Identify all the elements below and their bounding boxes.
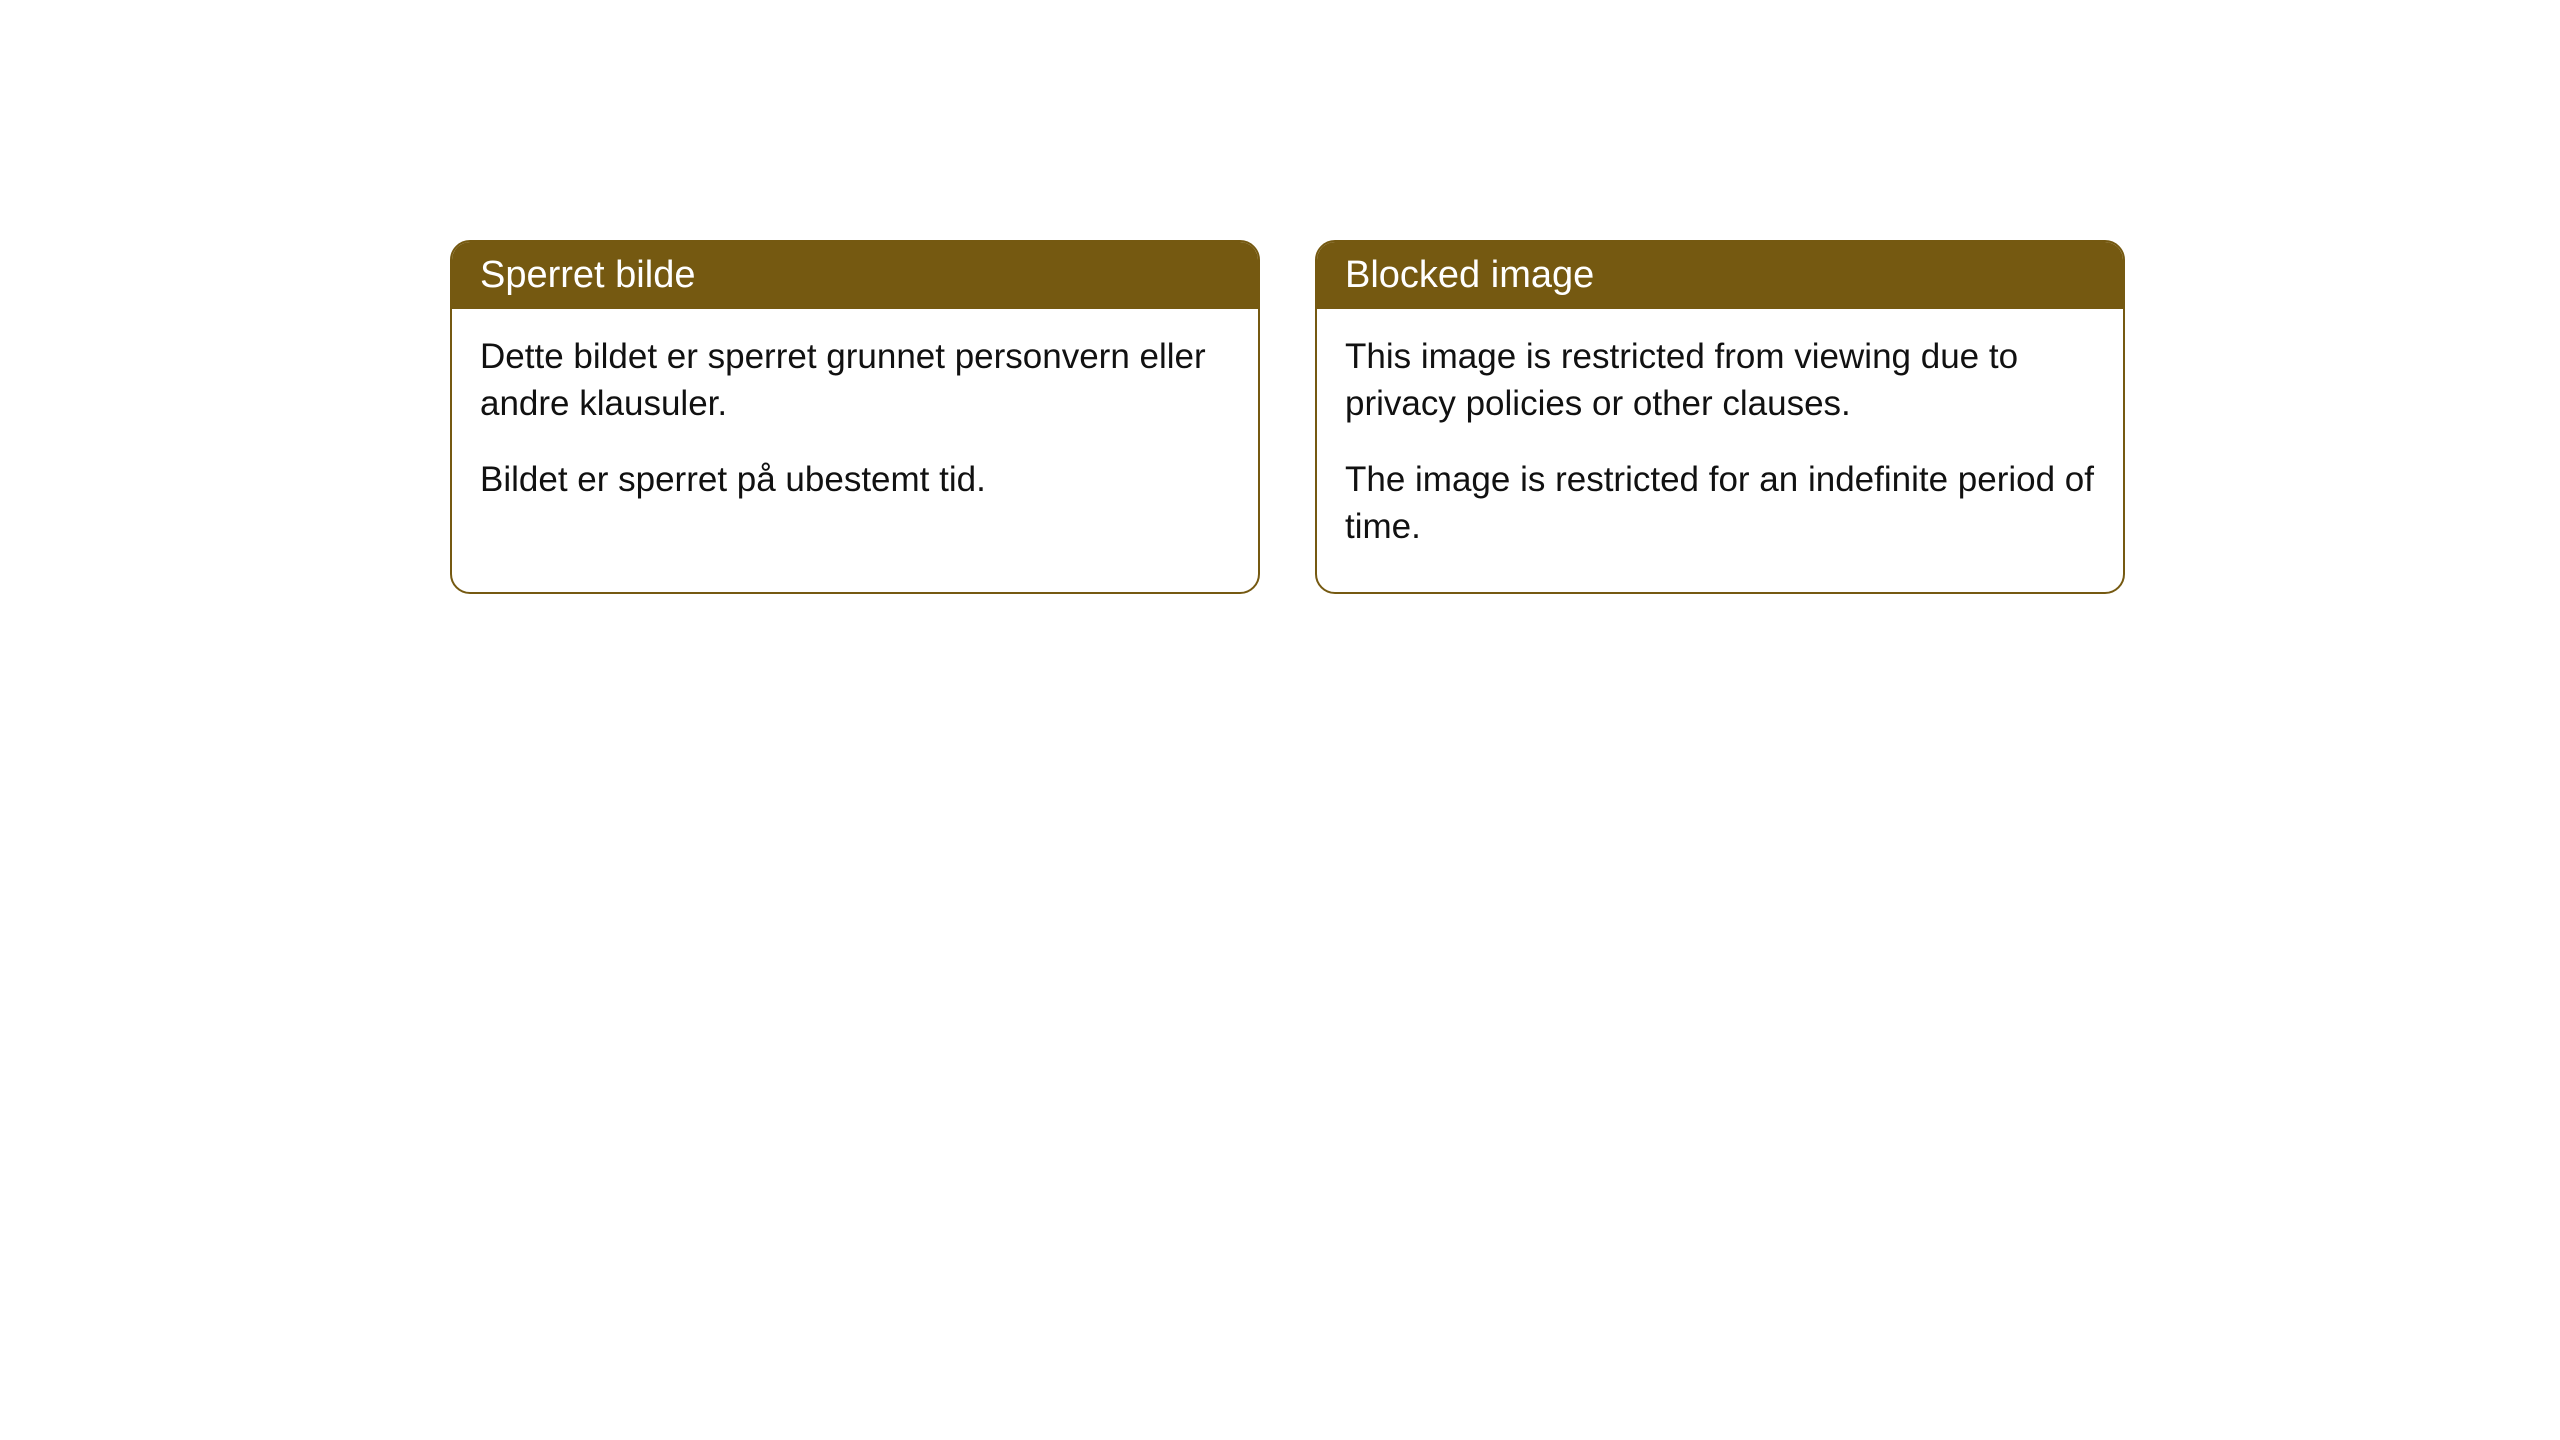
card-paragraph: Bildet er sperret på ubestemt tid.: [480, 456, 1230, 503]
card-paragraph: Dette bildet er sperret grunnet personve…: [480, 333, 1230, 428]
card-header-text: Sperret bilde: [480, 254, 695, 296]
card-header-norwegian: Sperret bilde: [452, 242, 1258, 309]
cards-container: Sperret bilde Dette bildet er sperret gr…: [450, 240, 2560, 594]
card-body-english: This image is restricted from viewing du…: [1317, 309, 2123, 592]
card-norwegian: Sperret bilde Dette bildet er sperret gr…: [450, 240, 1260, 594]
card-paragraph: This image is restricted from viewing du…: [1345, 333, 2095, 428]
card-paragraph: The image is restricted for an indefinit…: [1345, 456, 2095, 551]
card-header-english: Blocked image: [1317, 242, 2123, 309]
card-english: Blocked image This image is restricted f…: [1315, 240, 2125, 594]
card-body-norwegian: Dette bildet er sperret grunnet personve…: [452, 309, 1258, 545]
card-header-text: Blocked image: [1345, 254, 1594, 296]
